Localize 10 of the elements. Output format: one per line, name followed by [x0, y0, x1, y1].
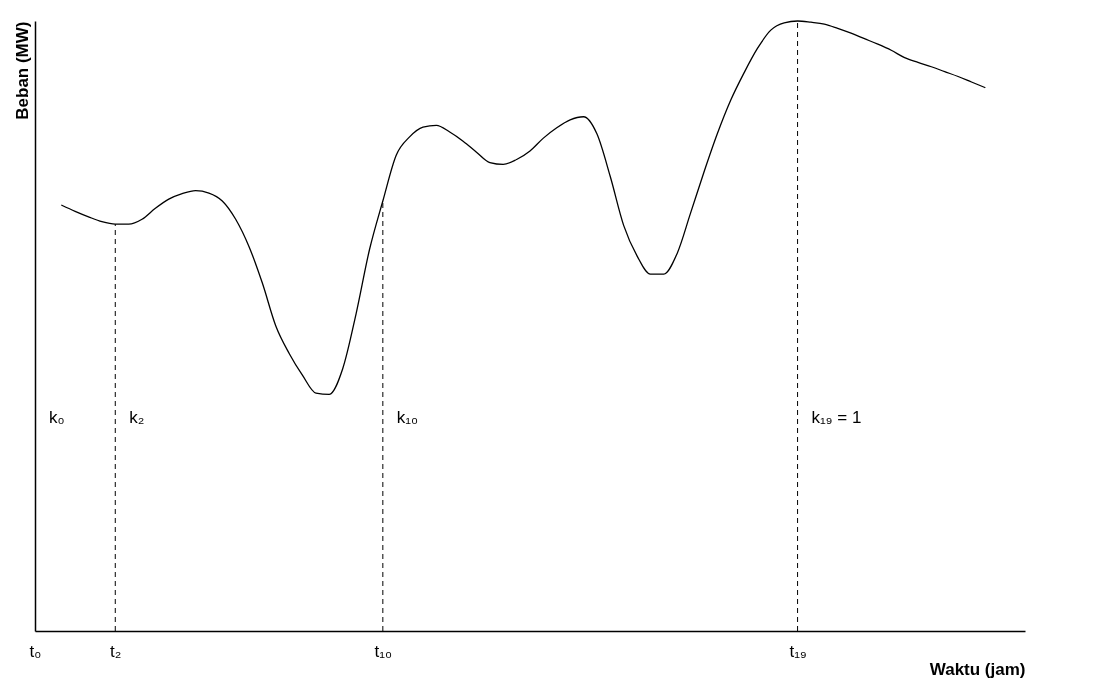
x-axis-title: Waktu (jam): [929, 659, 1026, 679]
annotation: k₁₀: [396, 407, 419, 427]
annotation: k₁₉ = 1: [811, 407, 862, 427]
x-tick-label: t₁₉: [789, 641, 807, 661]
x-tick-label: t₀: [29, 641, 42, 661]
x-tick-label: t₁₀: [374, 641, 393, 661]
x-tick-label: t₂: [110, 641, 122, 661]
annotation: k₂: [129, 407, 145, 427]
y-axis-title: Beban (MW): [12, 21, 32, 120]
annotation: k₀: [49, 407, 65, 427]
